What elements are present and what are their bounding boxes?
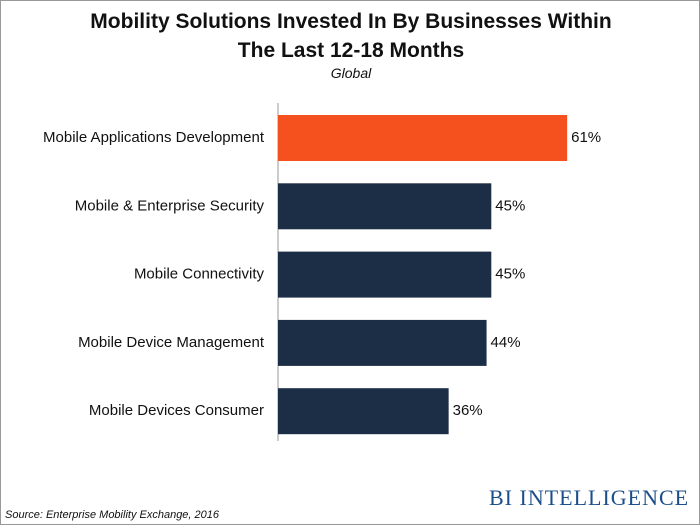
source: Source: Enterprise Mobility Exchange, 20… bbox=[5, 509, 220, 521]
category-label: Mobile Device Management bbox=[78, 334, 265, 351]
value-label: 45% bbox=[495, 197, 525, 214]
value-label: 45% bbox=[495, 266, 525, 283]
value-label: 36% bbox=[453, 402, 483, 419]
bar bbox=[278, 183, 492, 230]
category-label: Mobile Connectivity bbox=[134, 266, 265, 283]
category-label: Mobile Applications Development bbox=[43, 129, 265, 146]
value-label: 44% bbox=[491, 334, 521, 351]
bar bbox=[278, 115, 568, 161]
category-label: Mobile Devices Consumer bbox=[89, 402, 264, 419]
chart-title: Mobility Solutions Invested In By Busine… bbox=[90, 10, 612, 62]
bar bbox=[278, 251, 492, 298]
logo: BI INTELLIGENCE bbox=[489, 485, 690, 510]
bar bbox=[278, 388, 449, 435]
category-label: Mobile & Enterprise Security bbox=[75, 197, 265, 214]
bar bbox=[278, 319, 487, 366]
chart-subtitle: Global bbox=[330, 65, 372, 81]
value-label: 61% bbox=[571, 129, 601, 146]
